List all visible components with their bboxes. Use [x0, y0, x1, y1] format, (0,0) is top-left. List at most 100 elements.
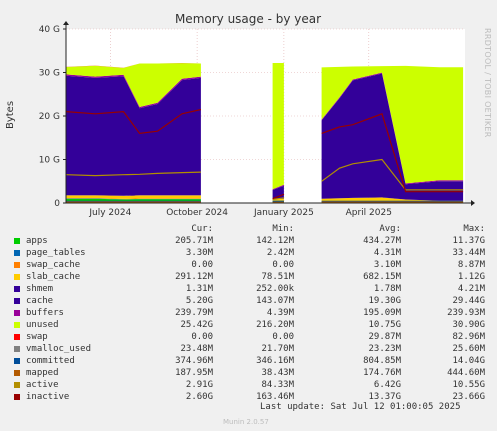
legend-avg-value: 6.42G [373, 380, 401, 390]
area-cache [321, 73, 464, 201]
last-update: Last update: Sat Jul 12 01:00:05 2025 [260, 402, 461, 412]
area-unused [321, 65, 464, 184]
legend-min-value: 78.51M [261, 272, 294, 282]
line-active [65, 171, 201, 177]
legend-min-value: 0.00 [272, 332, 294, 342]
legend-max-value: 1.12G [457, 272, 485, 282]
legend-cur-value: 291.12M [175, 272, 213, 282]
legend-swatch [14, 274, 20, 280]
legend-cur-value: 1.31M [185, 284, 213, 294]
legend-name: swap_cache [26, 260, 81, 270]
header-cur: Cur: [191, 224, 213, 234]
legend: Cur: Min: Avg: Max: apps 205.71M 142.12M 43… [14, 223, 489, 403]
legend-min-value: 4.39M [266, 308, 294, 318]
legend-swatch [14, 286, 20, 292]
legend-swatch [14, 322, 20, 328]
legend-max-value: 11.37G [452, 236, 485, 246]
legend-cur-value: 25.42G [180, 320, 213, 330]
legend-row-inactive: inactive 2.60G 163.46M 13.37G 23.66G [14, 391, 489, 403]
legend-swatch [14, 346, 20, 352]
legend-min-value: 143.07M [256, 296, 294, 306]
y-axis-label: Bytes [5, 101, 16, 129]
legend-min-value: 2.42M [266, 248, 294, 258]
legend-max-value: 4.21M [457, 284, 485, 294]
legend-name: buffers [26, 308, 64, 318]
legend-min-value: 0.00 [272, 260, 294, 270]
x-tick-labels: July 2024 October 2024 January 2025 April 2… [88, 208, 392, 218]
legend-name: committed [26, 356, 75, 366]
x-tick-label: April 2025 [346, 208, 392, 218]
legend-cur-value: 0.00 [191, 332, 213, 342]
legend-swatch [14, 370, 20, 376]
legend-rows: apps 205.71M 142.12M 434.27M 11.37G page_tabl… [14, 235, 489, 403]
munin-version: Munin 2.0.57 [223, 418, 269, 426]
area-series [66, 63, 464, 203]
area-swap-cache [66, 198, 201, 200]
legend-avg-value: 10.75G [368, 320, 401, 330]
legend-cur-value: 2.60G [185, 392, 213, 402]
legend-avg-value: 682.15M [363, 272, 401, 282]
legend-row-apps: apps 205.71M 142.12M 434.27M 11.37G [14, 235, 489, 247]
legend-cur-value: 205.71M [175, 236, 213, 246]
legend-row-buffers: buffers 239.79M 4.39M 195.09M 239.93M [14, 307, 489, 319]
legend-avg-value: 4.31M [373, 248, 401, 258]
legend-max-value: 8.87M [457, 260, 485, 270]
legend-name: swap [26, 332, 48, 342]
legend-name: slab_cache [26, 272, 81, 282]
line-inactive [272, 193, 285, 200]
legend-cur-value: 187.95M [175, 368, 213, 378]
legend-header: Cur: Min: Avg: Max: [14, 223, 489, 235]
legend-swatch [14, 382, 20, 388]
area-shmem [66, 195, 201, 196]
area-cache [66, 75, 201, 196]
line-active [321, 158, 464, 191]
y-tick-label: 10 G [39, 156, 60, 166]
legend-row-cache: cache 5.20G 143.07M 19.30G 29.44G [14, 295, 489, 307]
legend-swatch [14, 310, 20, 316]
y-tick-label: 0 [54, 199, 60, 209]
legend-name: vmalloc_used [26, 344, 92, 354]
legend-min-value: 38.43M [261, 368, 294, 378]
legend-min-value: 142.12M [256, 236, 294, 246]
legend-max-value: 10.55G [452, 380, 485, 390]
line-inactive [321, 113, 464, 193]
area-page-tables [66, 198, 201, 200]
y-tick-label: 30 G [39, 69, 60, 79]
header-max: Max: [463, 224, 485, 234]
legend-row-page-tables: page_tables 3.30M 2.42M 4.31M 33.44M [14, 247, 489, 259]
legend-swatch [14, 238, 20, 244]
memory-chart: Memory usage - by year Bytes 0 10 G 20 G 30… [5, 12, 475, 218]
legend-cur-value: 2.91G [185, 380, 213, 390]
legend-max-value: 29.44G [452, 296, 485, 306]
legend-avg-value: 13.37G [368, 392, 401, 402]
legend-cur-value: 23.48M [180, 344, 213, 354]
rrdtool-credit: RRDTOOL / TOBI OETIKER [483, 28, 492, 138]
chart-title: Memory usage - by year [175, 12, 321, 26]
legend-row-shmem: shmem 1.31M 252.00k 1.78M 4.21M [14, 283, 489, 295]
legend-avg-value: 804.85M [363, 356, 401, 366]
legend-cur-value: 374.96M [175, 356, 213, 366]
legend-min-value: 346.16M [256, 356, 294, 366]
legend-row-committed: committed 374.96M 346.16M 804.85M 14.04G [14, 355, 489, 367]
x-axis-arrow [471, 200, 475, 206]
legend-name: page_tables [26, 248, 86, 258]
legend-name: inactive [26, 392, 70, 402]
legend-swatch [14, 298, 20, 304]
legend-cur-value: 5.20G [185, 296, 213, 306]
legend-row-unused: unused 25.42G 216.20M 10.75G 30.90G [14, 319, 489, 331]
x-tick-label: July 2024 [88, 208, 131, 218]
legend-min-value: 252.00k [256, 284, 294, 294]
area-slab-cache [66, 195, 201, 199]
x-tick-label: October 2024 [166, 208, 228, 218]
legend-cur-value: 239.79M [175, 308, 213, 318]
x-tick-label: January 2025 [253, 208, 314, 218]
legend-max-value: 82.96M [452, 332, 485, 342]
legend-max-value: 14.04G [452, 356, 485, 366]
legend-swatch [14, 358, 20, 364]
legend-name: active [26, 380, 59, 390]
legend-avg-value: 434.27M [363, 236, 401, 246]
legend-max-value: 444.60M [447, 368, 485, 378]
legend-min-value: 163.46M [256, 392, 294, 402]
legend-swatch [14, 262, 20, 268]
